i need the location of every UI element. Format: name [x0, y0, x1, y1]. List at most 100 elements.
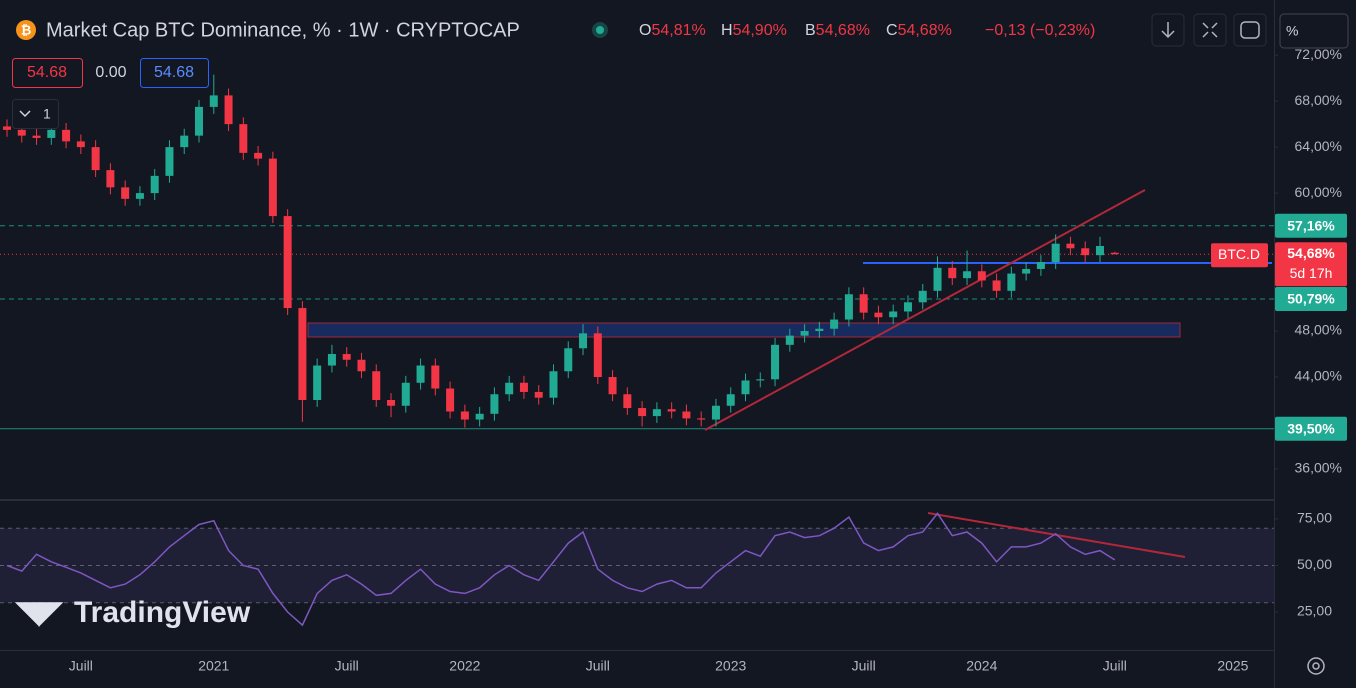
candle-body [283, 216, 292, 309]
candle-body [416, 365, 425, 383]
candle-body [1110, 252, 1119, 255]
candle-body [475, 413, 484, 420]
down-icon [1161, 22, 1175, 39]
y-tick-label: 64,00% [1295, 138, 1342, 154]
candle-body [150, 175, 159, 194]
candle-body [224, 95, 233, 125]
candle-body [446, 388, 455, 412]
y-tick-label: 25,00 [1297, 603, 1332, 619]
candle-body [977, 271, 986, 281]
candle-body [948, 267, 957, 279]
level-label: 39,50% [1287, 420, 1335, 436]
ohlc-value: 54,81% [651, 22, 705, 39]
candle-body [697, 418, 706, 420]
candle-body [652, 409, 661, 417]
candle-body [564, 348, 573, 372]
collapse-icon [19, 110, 31, 118]
candle-body [268, 158, 277, 217]
btc-icon [16, 20, 36, 40]
candle-body [401, 382, 410, 406]
candle-body [195, 106, 204, 136]
ohlc-value: 54,90% [733, 22, 787, 39]
candle-body [800, 331, 809, 336]
candle-body [579, 333, 588, 349]
candle-body [519, 382, 528, 392]
candle-body [298, 308, 307, 400]
candle-body [135, 193, 144, 199]
candle-body [209, 95, 218, 107]
ohlc-key: O [639, 22, 651, 39]
candle-body [505, 382, 514, 395]
indicator-value: 0.00 [95, 64, 126, 81]
indicator-box [12, 58, 83, 88]
y-tick-label: 50,00 [1297, 556, 1332, 572]
candle-body [771, 344, 780, 380]
candle-body [17, 129, 26, 136]
y-tick-label: 48,00% [1295, 322, 1342, 338]
ohlc-key: B [805, 22, 816, 39]
level-label: 57,16% [1287, 217, 1335, 233]
candle-body [254, 152, 263, 159]
candle-body [903, 302, 912, 312]
trend-line [704, 189, 1146, 431]
ohlc-legend: O54,81% H54,90% B54,68% C54,68% −0,13 (−… [639, 22, 1095, 39]
candle-body [490, 394, 499, 414]
candle-body [165, 147, 174, 176]
change: −0,13 (−0,23%) [985, 22, 1095, 39]
x-tick-label: Juill [69, 658, 93, 674]
candle-body [1022, 268, 1031, 274]
ohlc-value: 54,68% [816, 22, 870, 39]
toolbar-buttons: % [1151, 13, 1349, 49]
candle-body [460, 411, 469, 420]
candle-body [387, 400, 396, 406]
x-tick-label: 2023 [715, 658, 746, 674]
candle-body [62, 129, 71, 142]
collapse-count: 1 [43, 106, 51, 122]
candle-body [623, 394, 632, 409]
down-button[interactable] [1151, 13, 1185, 47]
candle-body [121, 187, 130, 199]
countdown: 5d 17h [1290, 265, 1333, 281]
candle-body [431, 365, 440, 389]
x-tick-label: 2022 [449, 658, 480, 674]
candle-body [106, 170, 115, 188]
candle-body [372, 371, 381, 400]
candle-body [785, 335, 794, 345]
zone-rect [307, 322, 1181, 338]
ohlc-value: 54,68% [898, 22, 952, 39]
candle-body [1036, 262, 1045, 269]
candle-body [682, 411, 691, 419]
x-tick-label: Juill [586, 658, 610, 674]
fullscreen-icon [1202, 22, 1218, 38]
collapse-button[interactable] [12, 99, 59, 129]
y-tick-label: 75,00 [1297, 510, 1332, 526]
candle-body [1007, 273, 1016, 291]
restore-button[interactable] [1233, 13, 1267, 47]
indicator-value: 54.68 [27, 64, 67, 81]
candle-body [1051, 243, 1060, 263]
ohlc-key: C [886, 22, 898, 39]
candle-body [608, 377, 617, 395]
level-badge [1275, 416, 1347, 441]
candle-body [638, 408, 647, 417]
candle-body [830, 319, 839, 329]
scale-input[interactable] [1279, 13, 1349, 49]
candle-body [992, 280, 1001, 291]
candle-body [667, 409, 676, 412]
settings-icon [1312, 662, 1320, 670]
watermark-logo: ◥◤ [14, 596, 64, 629]
fullscreen-button[interactable] [1193, 13, 1227, 47]
y-tick-label: 36,00% [1295, 460, 1342, 476]
candle-body [874, 312, 883, 318]
symbol-title[interactable]: Market Cap BTC Dominance, % · 1W · CRYPT… [46, 19, 520, 41]
settings-button[interactable] [1307, 657, 1325, 675]
candle-body [1066, 243, 1075, 249]
candle-body [3, 126, 11, 130]
candle-body [756, 379, 765, 381]
candle-body [741, 380, 750, 395]
candle-body [815, 328, 824, 332]
candle-body [313, 365, 322, 400]
price-badge [1275, 242, 1347, 287]
candle-body [918, 290, 927, 303]
x-tick-label: Juill [1103, 658, 1127, 674]
